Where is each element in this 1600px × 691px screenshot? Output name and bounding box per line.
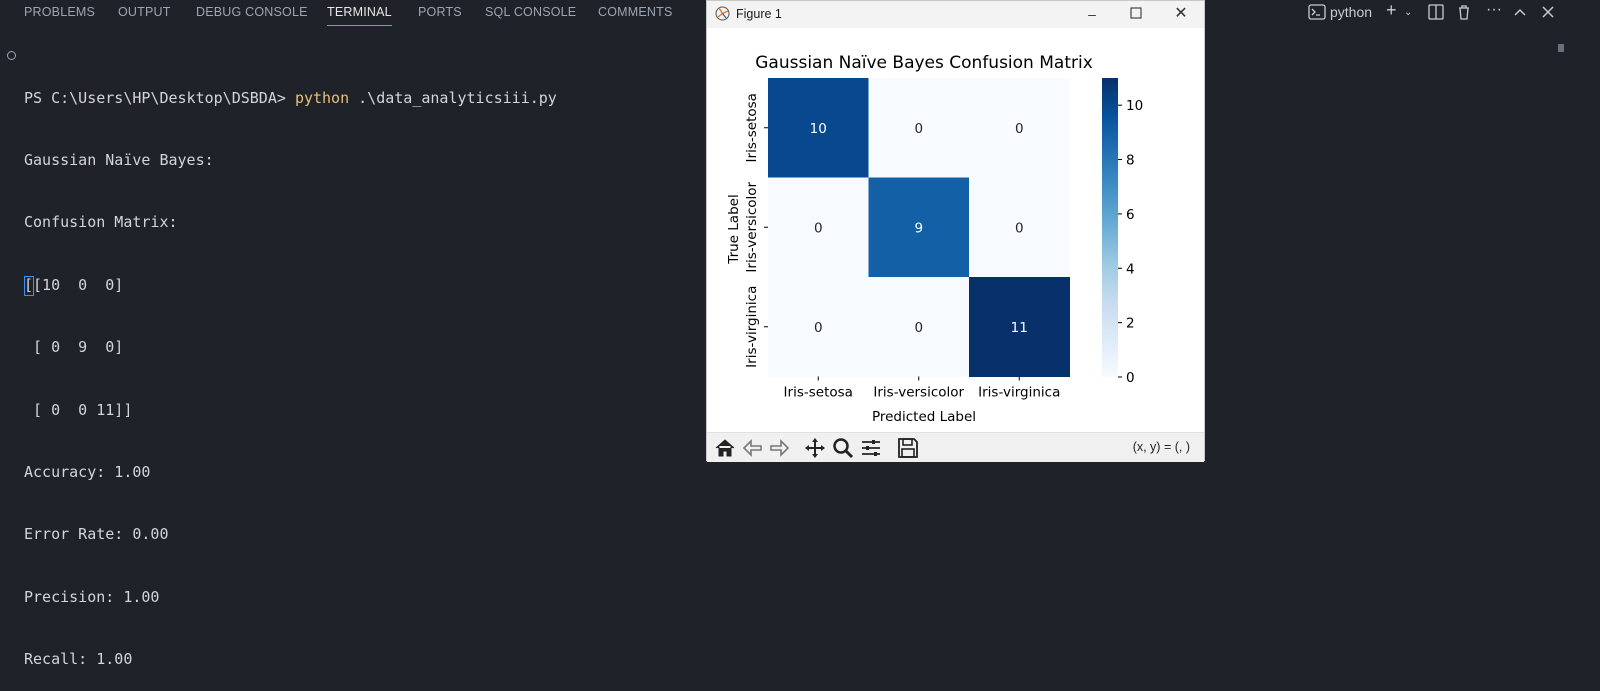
cell-annotation: 0 xyxy=(814,220,823,236)
figure-toolbar: (x, y) = (, ) xyxy=(707,432,1204,462)
terminal-scrollbar[interactable] xyxy=(1558,44,1564,52)
confusion-matrix-chart: Gaussian Naïve Bayes Confusion Matrix 10… xyxy=(726,53,1143,425)
output-line: Confusion Matrix: xyxy=(24,213,178,232)
command-args: .\data_analyticsiii.py xyxy=(349,88,557,107)
matplotlib-icon xyxy=(715,6,730,21)
y-axis-label: True Label xyxy=(726,194,742,264)
output-line: [ 0 0 11]] xyxy=(24,400,133,419)
x-axis-label: Predicted Label xyxy=(872,409,976,425)
colorbar-tick-label: 6 xyxy=(1126,207,1135,223)
close-panel-icon[interactable] xyxy=(1540,4,1556,23)
heatmap-cell xyxy=(768,78,869,178)
terminal-output[interactable]: PS C:\Users\HP\Desktop\DSBDA> python .\d… xyxy=(24,46,557,691)
output-line: Gaussian Naïve Bayes: xyxy=(24,150,214,169)
chevron-down-icon[interactable]: ⌄ xyxy=(1404,7,1413,18)
split-terminal-icon[interactable] xyxy=(1428,4,1444,23)
forward-arrow-icon[interactable] xyxy=(767,436,791,460)
y-tick-label: Iris-versicolor xyxy=(744,181,760,272)
colorbar xyxy=(1102,78,1118,377)
cell-annotation: 0 xyxy=(814,320,823,336)
maximize-icon[interactable] xyxy=(1125,4,1147,24)
tab-comments[interactable]: COMMENTS xyxy=(598,5,673,19)
figure-title: Figure 1 xyxy=(736,7,782,21)
configure-subplots-icon[interactable] xyxy=(859,436,883,460)
colorbar-tick-label: 4 xyxy=(1126,261,1135,277)
tab-terminal[interactable]: TERMINAL xyxy=(327,5,392,26)
home-icon[interactable] xyxy=(713,436,737,460)
pan-icon[interactable] xyxy=(803,436,827,460)
tab-problems[interactable]: PROBLEMS xyxy=(24,5,96,19)
add-terminal-icon[interactable]: + xyxy=(1386,0,1397,20)
heatmap-cell xyxy=(768,177,869,278)
command-status-icon xyxy=(7,51,16,60)
x-tick-label: Iris-setosa xyxy=(784,385,853,401)
zoom-icon[interactable] xyxy=(831,436,855,460)
y-tick-label: Iris-virginica xyxy=(744,286,760,368)
tab-ports[interactable]: PORTS xyxy=(418,5,462,19)
cell-annotation: 0 xyxy=(914,320,923,336)
output-line: Recall: 1.00 xyxy=(24,650,133,669)
cell-annotation: 10 xyxy=(810,121,827,137)
colorbar-tick-label: 10 xyxy=(1126,98,1143,114)
output-line: Precision: 1.00 xyxy=(24,587,160,606)
figure-window: Figure 1 – ✕ Gaussian Naïve Bayes Confus… xyxy=(706,0,1205,462)
cell-annotation: 9 xyxy=(914,220,923,236)
more-actions-icon[interactable]: ··· xyxy=(1486,1,1502,18)
output-line: [[10 0 0] xyxy=(24,275,124,294)
tab-debug-console[interactable]: DEBUG CONSOLE xyxy=(196,5,308,19)
terminal-profile-label[interactable]: python xyxy=(1330,4,1373,20)
terminal-prompt-line: PS C:\Users\HP\Desktop\DSBDA> python .\d… xyxy=(24,88,557,109)
figure-titlebar[interactable]: Figure 1 – ✕ xyxy=(707,1,1204,28)
x-tick-label: Iris-versicolor xyxy=(873,385,964,401)
panel-tab-bar: PROBLEMS OUTPUT DEBUG CONSOLE TERMINAL P… xyxy=(0,0,1600,27)
y-tick-label: Iris-setosa xyxy=(744,93,760,162)
heatmap-cell xyxy=(768,277,869,377)
terminal-cursor xyxy=(24,276,34,296)
minimize-icon[interactable]: – xyxy=(1088,6,1096,22)
save-icon[interactable] xyxy=(896,436,920,460)
colorbar-tick-label: 0 xyxy=(1126,370,1135,386)
heatmap-cell xyxy=(969,78,1070,178)
close-icon[interactable]: ✕ xyxy=(1174,5,1188,22)
colorbar-tick-label: 8 xyxy=(1126,153,1135,169)
cell-annotation: 0 xyxy=(914,121,923,137)
heatmap-cell xyxy=(969,277,1070,377)
terminal-icon[interactable] xyxy=(1308,3,1326,24)
heatmap-cell xyxy=(868,177,970,278)
command-name: python xyxy=(294,88,350,107)
back-arrow-icon[interactable] xyxy=(741,436,765,460)
cell-annotation: 11 xyxy=(1011,320,1028,336)
trash-icon[interactable] xyxy=(1456,4,1472,23)
colorbar-tick-label: 2 xyxy=(1126,316,1135,332)
prompt-path: PS C:\Users\HP\Desktop\DSBDA> xyxy=(24,88,295,107)
heatmap-cell xyxy=(868,277,970,377)
coordinate-readout: (x, y) = (, ) xyxy=(1132,440,1190,454)
cell-annotation: 0 xyxy=(1015,121,1024,137)
cell-annotation: 0 xyxy=(1015,220,1024,236)
heatmap-cell xyxy=(969,177,1070,278)
maximize-panel-icon[interactable] xyxy=(1512,4,1528,23)
output-line: Accuracy: 1.00 xyxy=(24,462,151,481)
heatmap-cell xyxy=(868,78,970,178)
tab-sql-console[interactable]: SQL CONSOLE xyxy=(485,5,577,19)
tab-output[interactable]: OUTPUT xyxy=(118,5,171,19)
x-tick-label: Iris-virginica xyxy=(978,385,1060,401)
chart-title: Gaussian Naïve Bayes Confusion Matrix xyxy=(755,53,1093,73)
output-line: [ 0 9 0] xyxy=(24,338,124,357)
terminal-toolbar: python + ⌄ ··· xyxy=(1290,0,1600,27)
output-line: Error Rate: 0.00 xyxy=(24,525,169,544)
